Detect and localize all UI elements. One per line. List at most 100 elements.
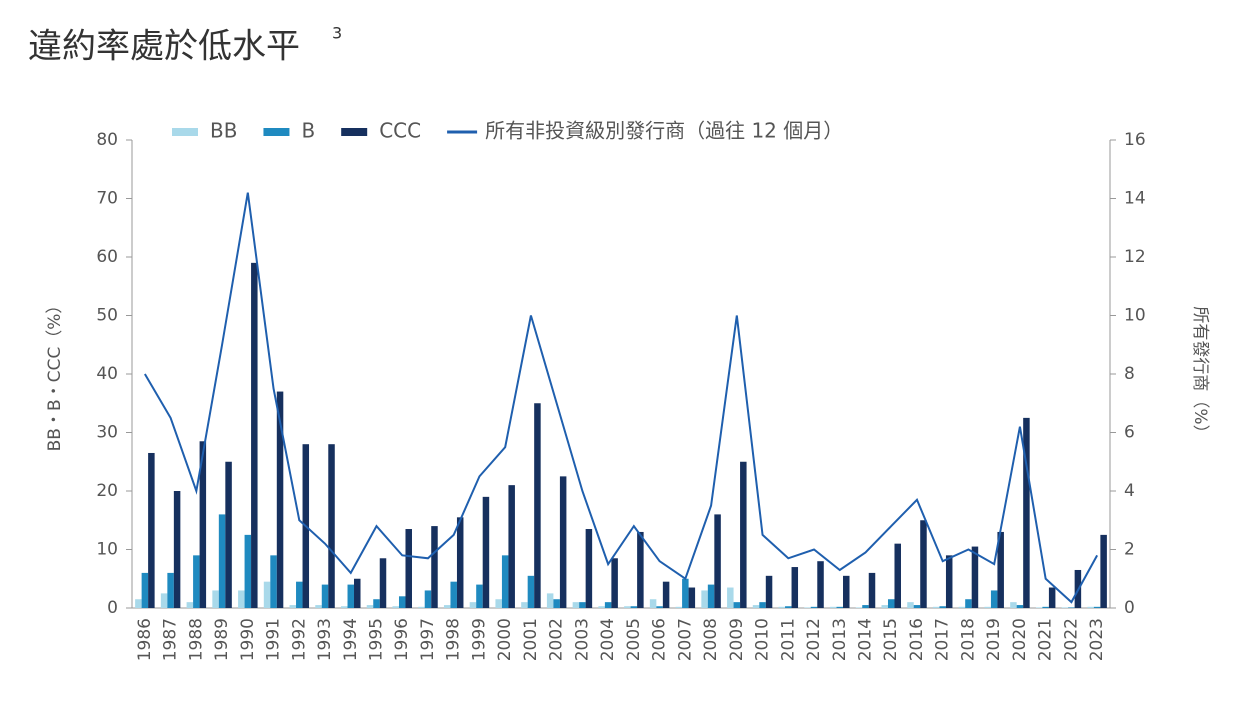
- bar: [218, 514, 226, 608]
- bar: [418, 606, 425, 608]
- bar: [495, 599, 502, 608]
- x-tick-label: 2008: [701, 618, 721, 661]
- y2-tick-label: 8: [1124, 364, 1135, 384]
- x-tick-label: 2002: [547, 618, 567, 661]
- bar: [630, 606, 638, 608]
- x-tick-label: 2019: [984, 618, 1004, 661]
- bar: [354, 578, 361, 608]
- x-tick-label: 2013: [830, 618, 850, 661]
- bar: [675, 606, 683, 608]
- bar: [913, 605, 921, 608]
- bar: [289, 605, 297, 608]
- bar: [707, 584, 715, 608]
- x-tick-label: 1989: [212, 618, 232, 661]
- x-tick-label: 2020: [1010, 618, 1030, 661]
- bar: [579, 602, 586, 608]
- bar: [778, 606, 786, 608]
- y2-tick-label: 10: [1124, 306, 1146, 326]
- bar: [534, 403, 541, 608]
- bar: [868, 572, 876, 608]
- bar: [701, 590, 708, 608]
- x-tick-label: 1998: [444, 618, 464, 661]
- bar: [843, 575, 850, 608]
- bar: [662, 581, 670, 608]
- x-tick-label: 2010: [753, 618, 773, 661]
- bar: [656, 606, 663, 608]
- bar: [862, 605, 869, 608]
- y-tick-label: 40: [96, 364, 118, 384]
- bar: [186, 602, 194, 608]
- bar: [1093, 606, 1101, 608]
- bar: [920, 520, 927, 608]
- x-tick-label: 2009: [727, 618, 747, 661]
- y2-axis-label: 所有發行商（%）: [1190, 306, 1210, 441]
- bar: [315, 605, 322, 608]
- bar: [791, 567, 799, 608]
- bar: [508, 485, 515, 608]
- bar: [450, 581, 457, 608]
- x-tick-label: 1990: [238, 618, 258, 661]
- x-tick-label: 1991: [264, 618, 284, 661]
- y-tick-label: 30: [96, 423, 118, 443]
- bar: [727, 587, 734, 608]
- bar: [244, 534, 252, 608]
- bar: [225, 461, 232, 608]
- bar: [804, 607, 811, 608]
- bar: [559, 476, 567, 608]
- bar: [212, 590, 219, 608]
- bar: [501, 555, 509, 608]
- bar: [598, 606, 605, 608]
- chart-title: 違約率處於低水平: [28, 27, 300, 67]
- bar: [263, 581, 271, 608]
- legend-swatch: [263, 128, 290, 136]
- bar: [199, 441, 207, 608]
- x-tick-label: 1986: [135, 618, 155, 661]
- bar: [1016, 605, 1024, 608]
- y-axis-label: BB・B・CCC（%）: [45, 297, 65, 452]
- bar: [527, 575, 535, 608]
- bar: [341, 606, 348, 608]
- bar: [984, 606, 991, 608]
- bar: [836, 606, 844, 608]
- bar: [733, 602, 741, 608]
- x-tick-label: 1987: [161, 618, 181, 661]
- x-tick-label: 2015: [881, 618, 901, 661]
- bar: [456, 517, 464, 608]
- x-tick-label: 2018: [958, 618, 978, 661]
- bar: [276, 391, 284, 608]
- bar: [296, 581, 303, 608]
- bar: [752, 605, 760, 608]
- y-tick-label: 50: [96, 306, 118, 326]
- bar: [431, 526, 438, 608]
- y-tick-label: 60: [96, 247, 118, 267]
- bar: [624, 606, 631, 608]
- bar: [1087, 606, 1094, 608]
- bar: [1010, 602, 1017, 608]
- bar: [881, 605, 888, 608]
- bar: [714, 514, 721, 608]
- bar: [945, 555, 953, 608]
- bar: [1068, 607, 1075, 608]
- bar: [649, 599, 657, 608]
- bar: [740, 461, 747, 608]
- bar: [688, 587, 696, 608]
- y2-tick-label: 16: [1124, 130, 1146, 150]
- bar: [965, 599, 972, 608]
- title-superscript: 3: [332, 24, 342, 43]
- bar: [424, 590, 432, 608]
- legend-label: B: [301, 119, 315, 143]
- bar: [637, 531, 644, 608]
- legend-swatch: [341, 128, 368, 136]
- bar: [1048, 587, 1056, 608]
- bar: [373, 599, 380, 608]
- y2-tick-label: 6: [1124, 423, 1135, 443]
- bar: [392, 606, 399, 608]
- bar: [887, 599, 895, 608]
- bar: [469, 602, 477, 608]
- bar: [817, 561, 824, 608]
- legend-swatch: [172, 128, 198, 136]
- y-tick-label: 20: [96, 481, 118, 501]
- x-tick-label: 2000: [495, 618, 515, 661]
- x-tick-label: 1995: [367, 618, 387, 661]
